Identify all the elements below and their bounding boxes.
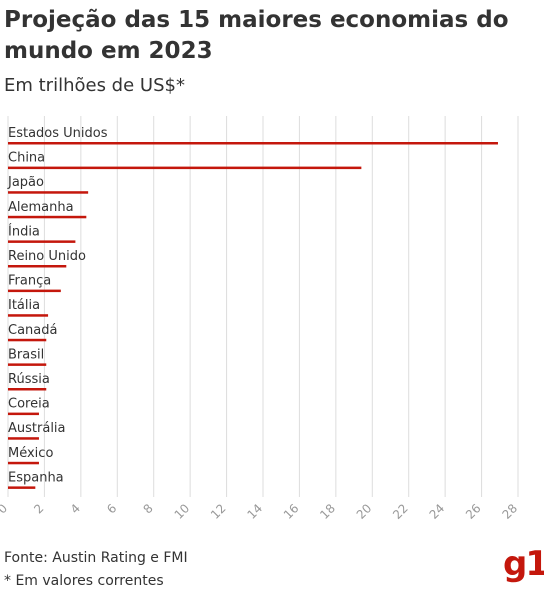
x-tick-label: 20 [354,501,375,522]
x-tick-label: 14 [244,501,265,522]
category-label: Espanha [8,470,64,485]
category-label: Alemanha [8,200,74,215]
x-tick-label: 4 [68,501,83,516]
category-label: Brasil [8,347,44,362]
category-label: Japão [7,175,44,190]
category-label: Coreia [8,397,50,412]
bar [8,289,61,293]
chart-title: Projeção das 15 maiores economias do mun… [4,7,509,64]
bar [8,314,49,317]
x-tick-label: 6 [104,501,119,516]
bar [8,486,36,489]
category-label: México [8,446,53,461]
x-tick-label: 2 [31,501,46,516]
note-text: * Em valores correntes [4,573,164,589]
category-label: Rússia [8,372,50,387]
category-label: Canadá [8,323,57,338]
x-tick-label: 16 [281,501,302,522]
bar [8,338,47,342]
bar [8,461,39,465]
bar [8,215,87,219]
x-tick-label: 22 [390,501,411,522]
x-tick-label: 8 [141,501,156,516]
source-text: Fonte: Austin Rating e FMI [4,550,188,566]
bar [8,437,39,440]
category-label: França [8,274,51,289]
bar [8,388,47,391]
bar [8,191,89,194]
bar-chart: Estados Unidos China Japão Alemanha Índia Rei… [0,116,520,522]
category-label: China [8,151,45,166]
bar [8,166,362,170]
category-label: Índia [8,223,40,239]
category-label: Estados Unidos [8,126,108,141]
x-tick-label: 26 [463,501,484,522]
x-tick-label: 0 [0,501,10,516]
bar [8,363,47,366]
x-tick-label: 24 [427,501,448,522]
x-tick-label: 12 [208,501,229,522]
bar [8,412,39,416]
category-label: Austrália [8,421,66,436]
bar [8,265,67,268]
bar [8,142,498,145]
x-tick-label: 10 [172,501,193,522]
g1-logo: g1 [503,544,544,584]
category-label: Itália [8,298,40,313]
x-tick-label: 18 [317,501,338,522]
chart-subtitle: Em trilhões de US$* [4,75,185,96]
bar [8,240,76,243]
category-label: Reino Unido [8,249,86,264]
x-tick-label: 28 [499,501,520,522]
